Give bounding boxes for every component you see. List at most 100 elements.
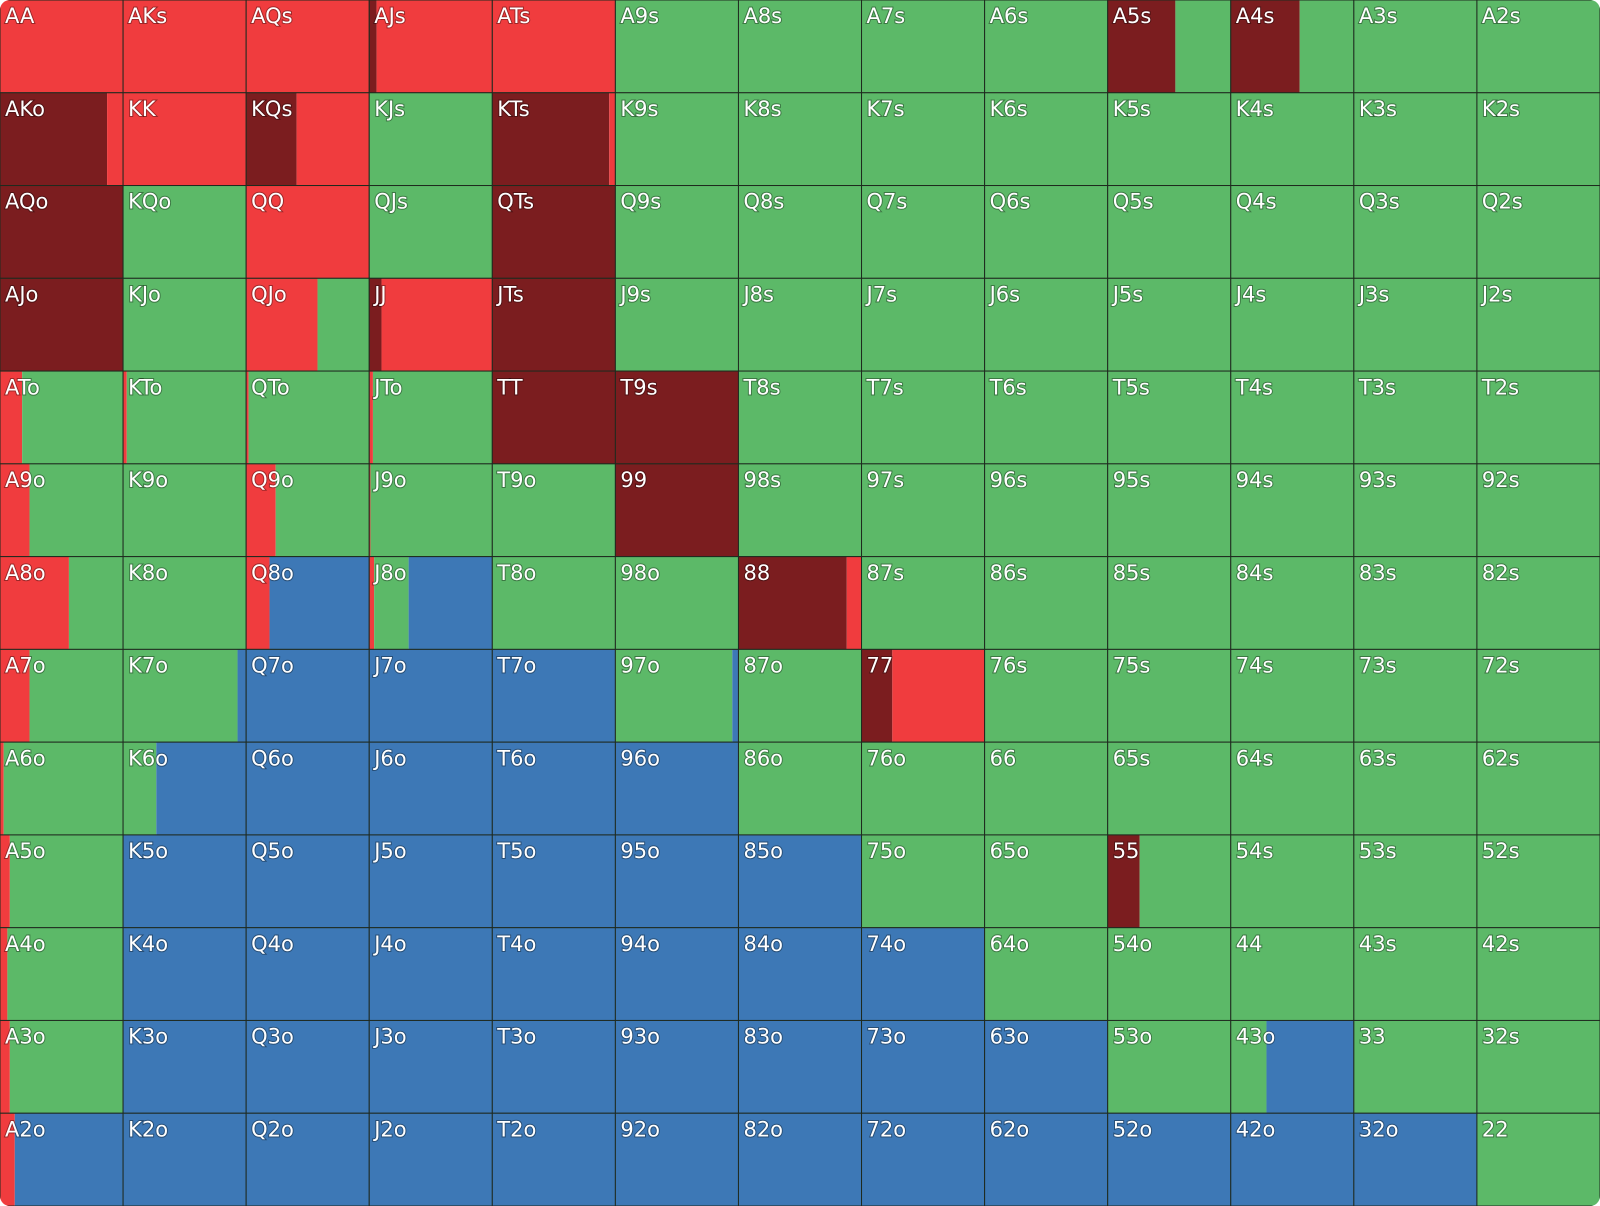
hand-label: K4o	[128, 932, 168, 956]
hand-cell: AJo	[0, 277, 124, 372]
hand-cell: A5o	[0, 834, 124, 929]
hand-label: 42o	[1236, 1117, 1276, 1141]
action-segment	[296, 92, 370, 186]
hand-cell: Q7s	[861, 185, 986, 279]
hand-label: T7o	[496, 654, 536, 678]
hand-label: K6o	[128, 746, 168, 770]
hand-label: 92s	[1482, 468, 1520, 492]
hand-label: A6s	[990, 4, 1029, 28]
action-segment	[615, 185, 739, 279]
action-segment	[369, 463, 371, 557]
hand-label: 55	[1113, 839, 1140, 863]
hand-label: A4s	[1236, 4, 1275, 28]
action-segment	[68, 556, 124, 650]
action-segment	[1476, 185, 1600, 279]
hand-cell: 87o	[737, 648, 863, 743]
action-segment	[1230, 927, 1354, 1021]
hand-cell: 82o	[737, 1112, 863, 1206]
action-segment	[861, 649, 893, 743]
action-segment	[1107, 278, 1231, 372]
hand-cell: 88	[737, 556, 863, 650]
action-segment	[615, 92, 739, 186]
action-segment	[29, 463, 124, 557]
action-segment	[0, 742, 4, 835]
hand-label: 84o	[743, 932, 783, 956]
hand-label: 92o	[620, 1117, 660, 1141]
hand-cell: K9s	[614, 92, 739, 187]
hand-cell: 95s	[1107, 463, 1232, 558]
action-segment	[984, 463, 1108, 557]
hand-label: 85s	[1113, 561, 1151, 585]
action-segment	[1353, 463, 1477, 557]
action-segment	[738, 649, 862, 743]
action-segment	[237, 649, 247, 743]
action-segment	[14, 1113, 124, 1206]
hand-cell: 42o	[1230, 1112, 1355, 1206]
hand-label: QJs	[374, 190, 408, 214]
hand-label: ATs	[497, 4, 530, 28]
action-segment	[317, 278, 370, 372]
action-segment	[1353, 1020, 1477, 1114]
hand-cell: J6s	[984, 277, 1109, 372]
action-segment	[246, 463, 276, 557]
hand-cell: Q7o	[245, 648, 370, 743]
action-segment	[861, 556, 985, 650]
action-segment	[492, 1113, 616, 1206]
hand-label: K3s	[1359, 97, 1397, 121]
hand-label: 72o	[867, 1117, 907, 1141]
hand-label: 98o	[620, 561, 660, 585]
hand-cell: T9s	[614, 370, 739, 465]
action-segment	[1230, 185, 1354, 279]
hand-label: J9s	[618, 283, 651, 307]
hand-label: 62s	[1482, 746, 1520, 770]
hand-cell: ATo	[0, 370, 124, 465]
action-segment	[3, 742, 124, 835]
action-segment	[107, 92, 124, 186]
hand-cell: 54o	[1107, 927, 1232, 1021]
action-segment	[1107, 834, 1140, 928]
hand-cell: 84s	[1230, 556, 1355, 650]
action-segment	[492, 92, 610, 186]
hand-cell: T8o	[491, 556, 616, 650]
hand-cell: 73o	[861, 1019, 986, 1114]
action-segment	[846, 556, 862, 650]
hand-label: QJo	[251, 283, 287, 307]
hand-cell: J3o	[368, 1019, 493, 1114]
hand-label: QTo	[251, 375, 290, 399]
action-segment	[7, 927, 124, 1021]
hand-cell: 74s	[1230, 648, 1355, 743]
hand-label: 44	[1236, 932, 1263, 956]
hand-label: J3o	[372, 1025, 406, 1049]
hand-cell: T5o	[491, 834, 616, 929]
hand-cell: 98o	[614, 556, 739, 650]
action-segment	[984, 1113, 1108, 1206]
hand-label: K5o	[128, 839, 168, 863]
hand-label: J2s	[1480, 283, 1513, 307]
hand-cell: K7s	[861, 92, 986, 187]
action-segment	[246, 742, 370, 835]
action-segment	[246, 1020, 370, 1114]
action-segment	[246, 1113, 370, 1206]
hand-label: AQo	[5, 190, 48, 214]
action-segment	[269, 556, 370, 650]
hand-label: A6o	[5, 746, 46, 770]
action-segment	[492, 278, 616, 372]
hand-cell: 99	[614, 463, 739, 558]
action-segment	[1107, 649, 1231, 743]
action-segment	[1353, 742, 1477, 835]
hand-label: K7s	[867, 97, 905, 121]
hand-cell: 22	[1476, 1112, 1600, 1206]
hand-cell: K6o	[122, 741, 247, 836]
action-segment	[123, 278, 247, 372]
hand-label: 73s	[1359, 654, 1397, 678]
action-segment	[492, 185, 616, 279]
action-segment	[1476, 371, 1600, 464]
action-segment	[246, 927, 370, 1021]
hand-label: AQs	[251, 4, 292, 28]
hand-cell: 44	[1230, 927, 1355, 1021]
hand-cell: 65s	[1107, 741, 1232, 836]
action-segment	[1230, 742, 1354, 835]
hand-cell: A9s	[614, 0, 739, 94]
hand-label: KJs	[374, 97, 405, 121]
hand-cell: K7o	[122, 648, 247, 743]
